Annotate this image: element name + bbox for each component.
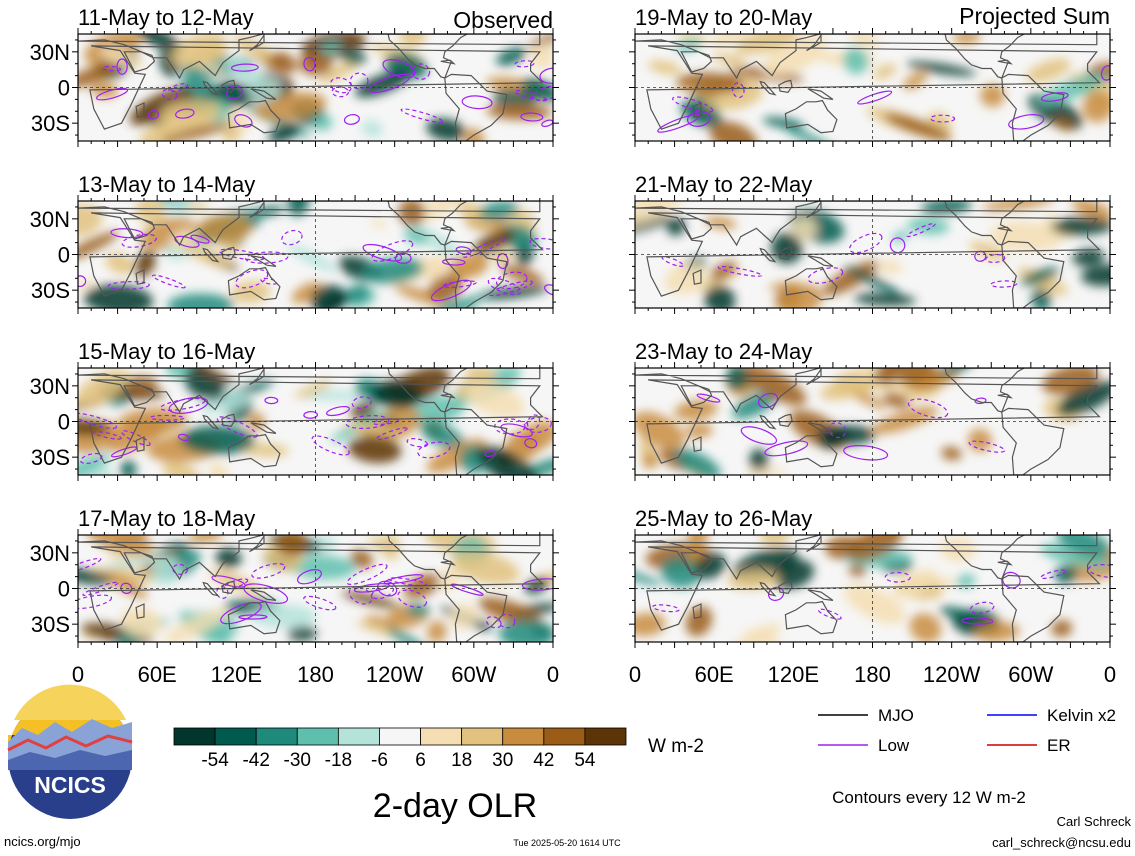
colorbar-label: 6 [415,750,426,771]
lon-tick-label: 120W [923,662,981,687]
map-panel-right-2: 21-May to 22-May [629,172,1116,314]
lon-tick-label: 120E [768,662,819,687]
lon-tick-label: 60E [138,662,177,687]
lon-tick-label: 0 [1104,662,1116,687]
colorbar-swatch [296,727,339,746]
map-panel-right-3: 23-May to 24-May [629,339,1116,481]
footer-timestamp: Tue 2025-05-20 1614 UTC [513,838,621,848]
colorbar-swatch [173,727,216,746]
lat-tick-label: 30S [31,278,70,303]
panel-date-label: 19-May to 20-May [635,5,812,30]
observed-label: Observed [453,7,553,33]
contour-note: Contours every 12 W m-2 [832,788,1026,807]
colorbar-swatch [337,727,380,746]
panel-date-label: 23-May to 24-May [635,339,812,364]
colorbar-swatch [420,727,463,746]
projected-sum-label: Projected Sum [959,3,1110,29]
lon-tick-label: 180 [854,662,891,687]
lon-tick-label: 60E [695,662,734,687]
footer-email: carl_schreck@ncsu.edu [992,835,1131,850]
colorbar-swatch [379,727,421,746]
lat-tick-label: 30N [30,207,70,232]
figure-title: 2-day OLR [373,787,537,825]
colorbar-label: -30 [284,750,311,771]
footer-author: Carl Schreck [1057,814,1132,829]
lon-tick-label: 180 [297,662,334,687]
lat-tick-label: 30N [30,541,70,566]
panel-date-label: 15-May to 16-May [78,339,255,364]
map-panel-right-4: 25-May to 26-May [629,506,1116,648]
colorbar: -54 -42 -30 -18 -6 6 18 30 42 54 [173,727,627,771]
panel-date-label: 13-May to 14-May [78,172,255,197]
colorbar-label: 18 [451,750,472,771]
lon-tick-label: 0 [72,662,84,687]
map-panel-right-1: 19-May to 20-May [629,5,1116,147]
colorbar-label: -54 [201,750,229,771]
lat-tick-label: 30S [31,445,70,470]
map-panel-left-3: 15-May to 16-May 30N 0 30S [30,339,559,481]
colorbar-swatch [461,727,504,746]
lat-tick-label: 0 [58,410,70,435]
lat-tick-label: 30S [31,111,70,136]
lat-tick-label: 30N [30,40,70,65]
lat-tick-label: 30S [31,612,70,637]
lon-axis-right: 0 60E 120E 180 120W 60W 0 [629,662,1116,687]
legend-label: ER [1047,736,1071,755]
colorbar-swatch [584,727,627,746]
colorbar-label: -42 [242,750,269,771]
lat-tick-label: 0 [58,243,70,268]
colorbar-swatch [543,727,586,746]
colorbar-swatch [502,727,545,746]
lat-tick-label: 0 [58,76,70,101]
panel-date-label: 21-May to 22-May [635,172,812,197]
legend-label: MJO [878,706,914,725]
lon-tick-label: 0 [547,662,559,687]
lon-tick-label: 60W [1008,662,1053,687]
map-panel-left-2: 13-May to 14-May 30N 0 30S [30,172,559,314]
colorbar-swatch [255,727,298,746]
colorbar-label: 30 [492,750,513,771]
legend-label: Kelvin x2 [1047,706,1116,725]
legend-label: Low [878,736,910,755]
colorbar-label: 54 [574,750,596,771]
lon-axis-left: 0 60E 120E 180 120W 60W 0 [72,662,559,687]
lat-tick-label: 30N [30,374,70,399]
lon-tick-label: 60W [451,662,496,687]
contour-legend: MJO Kelvin x2 Low ER [818,706,1116,755]
colorbar-label: -18 [325,750,352,771]
ncics-logo: NCICS [7,684,133,819]
lon-tick-label: 0 [629,662,641,687]
map-panel-left-4: 17-May to 18-May 30N 0 30S [30,506,559,648]
logo-text: NCICS [34,772,106,798]
map-panel-left-1: 11-May to 12-May 30N 0 30S [30,5,559,147]
footer-url: ncics.org/mjo [4,834,81,849]
lat-tick-label: 0 [58,577,70,602]
colorbar-label: -6 [371,750,388,771]
colorbar-swatch [214,727,257,746]
panel-date-label: 17-May to 18-May [78,506,255,531]
lon-tick-label: 120W [366,662,424,687]
panel-date-label: 11-May to 12-May [78,5,254,30]
colorbar-label: 42 [533,750,554,771]
colorbar-units: W m-2 [648,736,704,757]
panel-date-label: 25-May to 26-May [635,506,812,531]
lon-tick-label: 120E [211,662,262,687]
